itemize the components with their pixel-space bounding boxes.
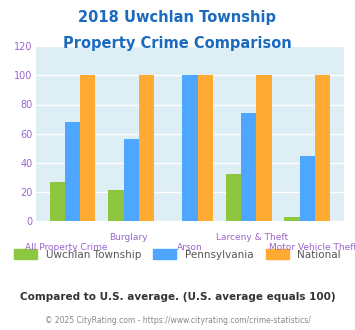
Text: Property Crime Comparison: Property Crime Comparison	[63, 36, 292, 51]
Bar	[65, 122, 80, 221]
Text: Compared to U.S. average. (U.S. average equals 100): Compared to U.S. average. (U.S. average …	[20, 292, 335, 302]
Bar	[124, 140, 139, 221]
Bar	[108, 190, 124, 221]
Text: Motor Vehicle Theft: Motor Vehicle Theft	[269, 243, 355, 251]
Bar	[284, 217, 300, 221]
Text: 2018 Uwchlan Township: 2018 Uwchlan Township	[78, 10, 277, 25]
Bar	[182, 75, 198, 221]
Bar	[80, 75, 95, 221]
Text: All Property Crime: All Property Crime	[25, 243, 108, 251]
Bar	[241, 113, 256, 221]
Bar	[300, 155, 315, 221]
Text: Larceny & Theft: Larceny & Theft	[215, 233, 288, 242]
Text: © 2025 CityRating.com - https://www.cityrating.com/crime-statistics/: © 2025 CityRating.com - https://www.city…	[45, 316, 310, 325]
Bar	[50, 182, 65, 221]
Bar	[315, 75, 330, 221]
Legend: Uwchlan Township, Pennsylvania, National: Uwchlan Township, Pennsylvania, National	[14, 249, 341, 259]
Bar	[256, 75, 272, 221]
Bar	[226, 175, 241, 221]
Text: Arson: Arson	[177, 243, 203, 251]
Bar	[198, 75, 213, 221]
Text: Burglary: Burglary	[109, 233, 147, 242]
Bar	[139, 75, 154, 221]
